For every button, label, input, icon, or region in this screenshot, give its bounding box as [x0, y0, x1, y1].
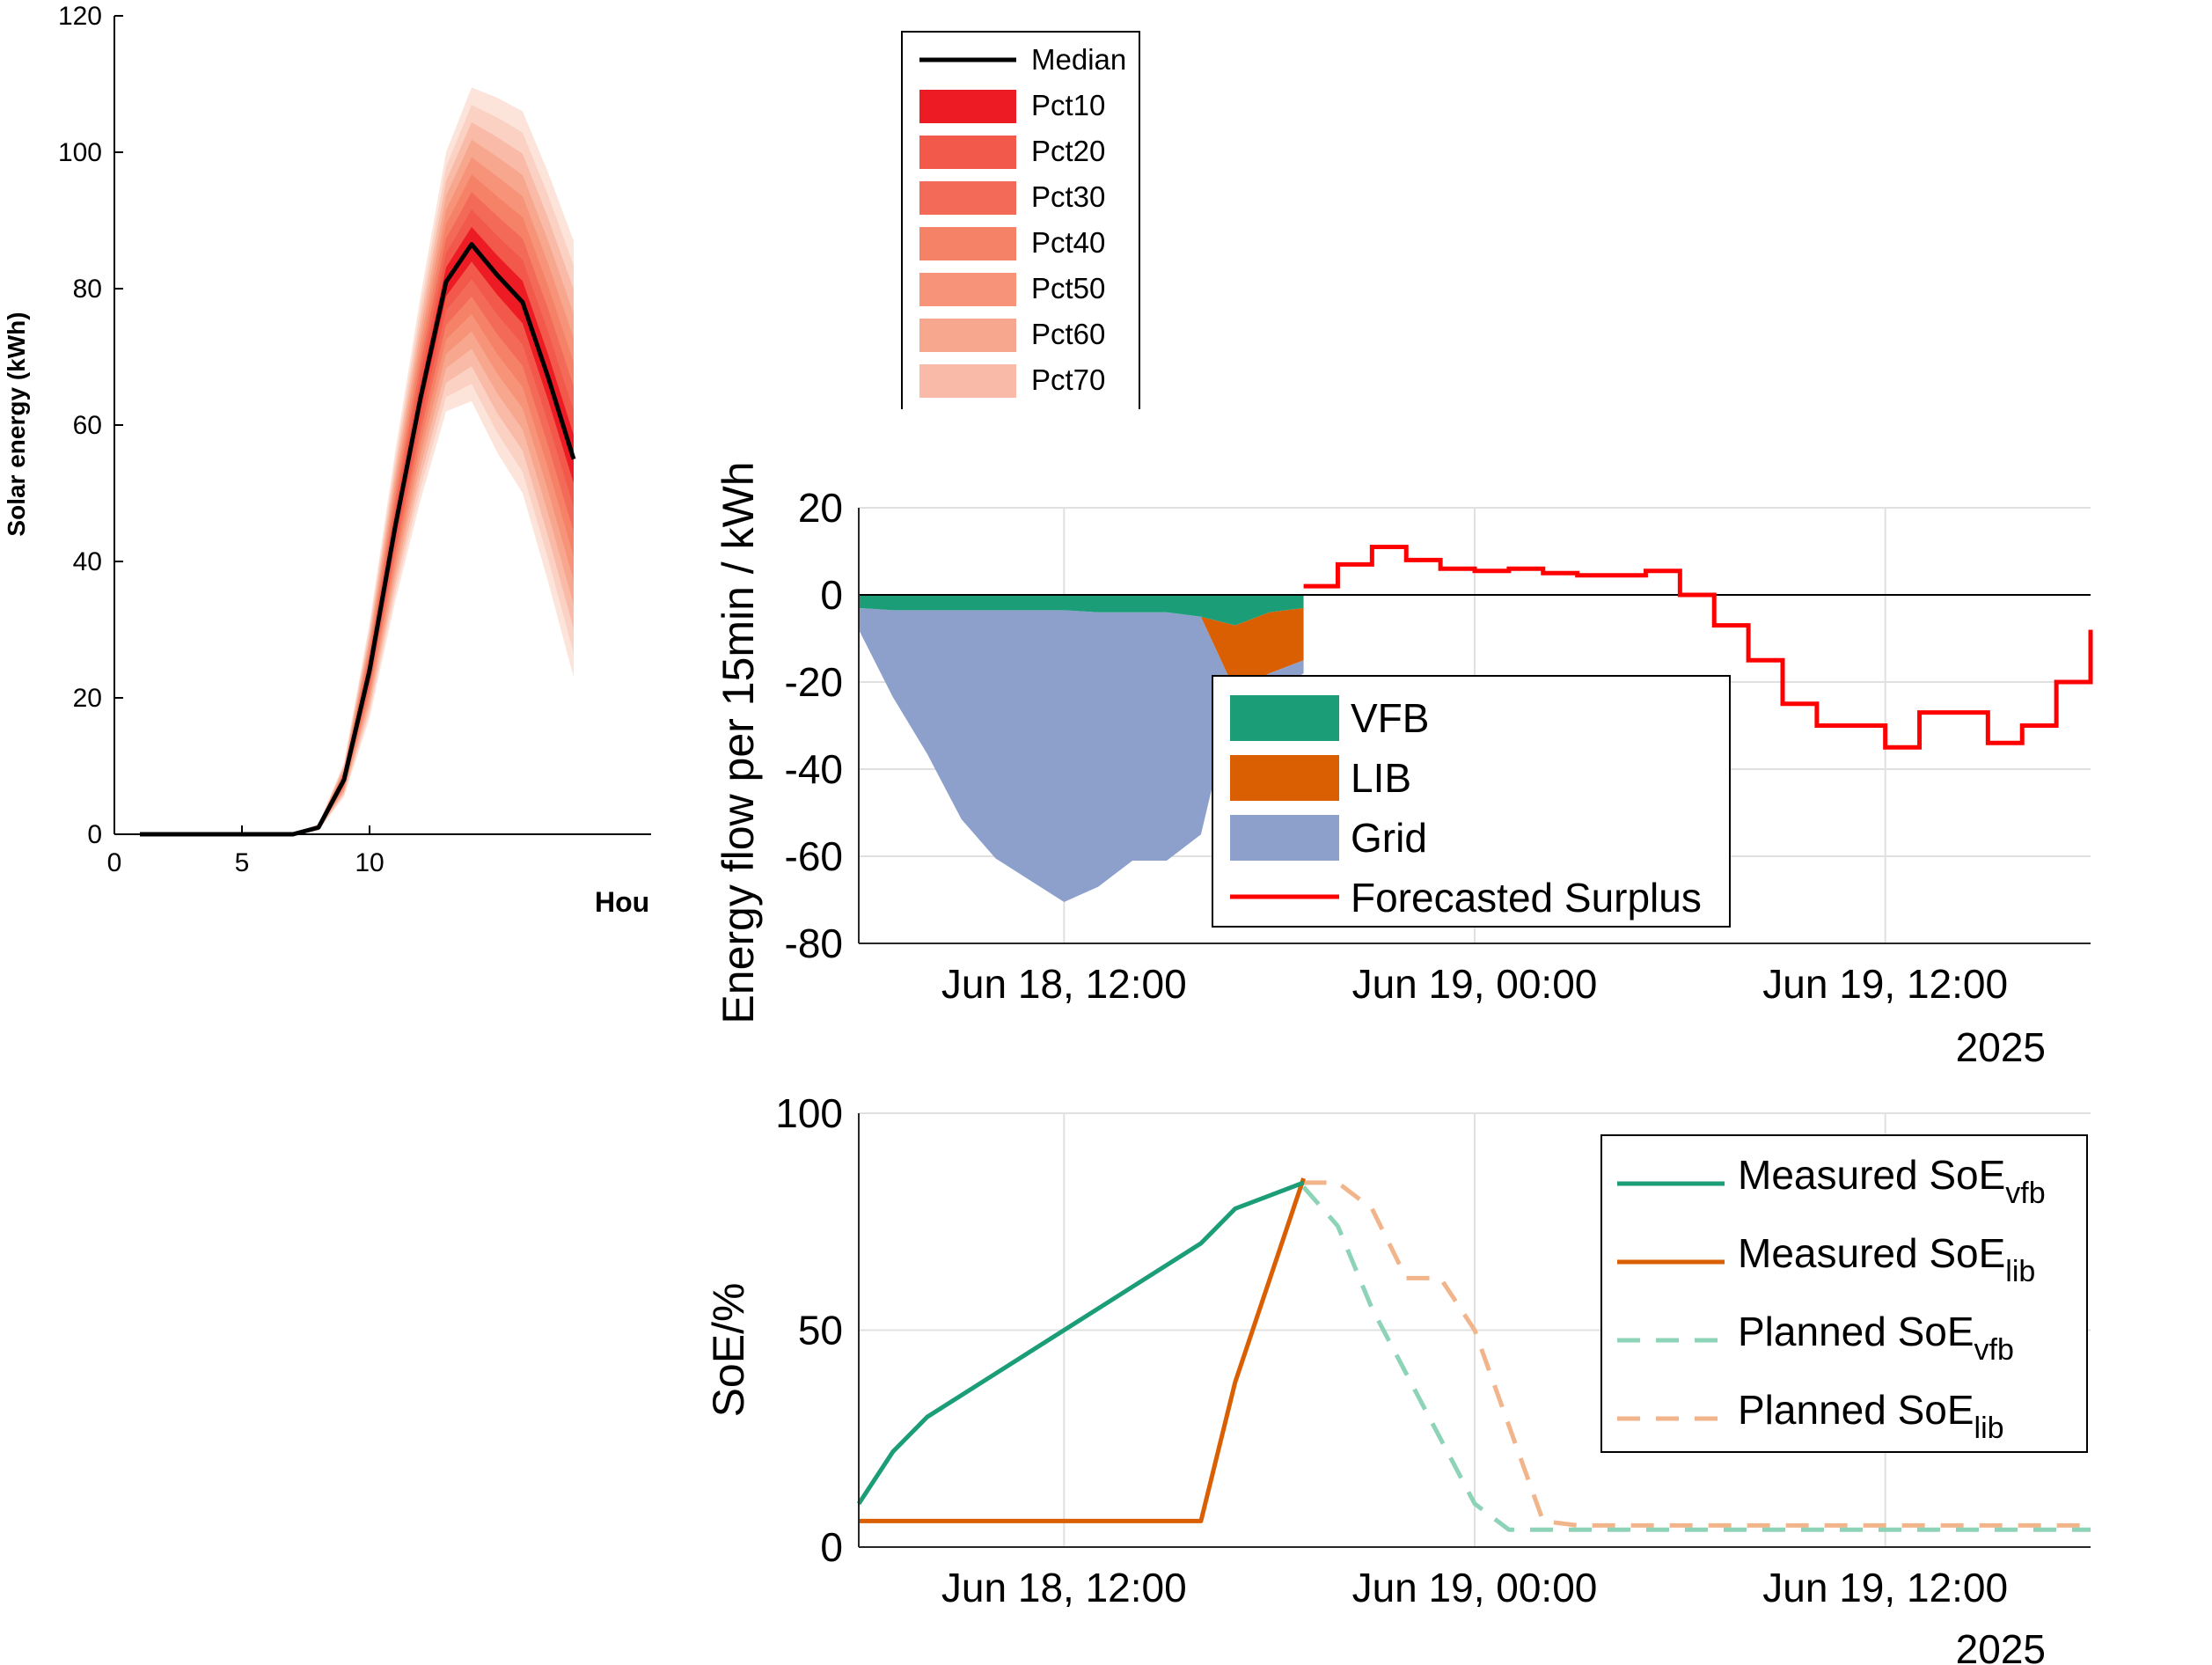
percentile-bands [140, 87, 574, 835]
legend-label: Grid [1351, 815, 1427, 861]
x-tick-label: Jun 18, 12:00 [941, 961, 1187, 1007]
y-tick-label: 80 [73, 275, 102, 304]
measured-soe-lib-line [859, 1177, 1306, 1523]
y-tick-label: 40 [73, 547, 102, 576]
legend-label-main: Measured SoE [1738, 1152, 2005, 1198]
planned-soe-vfb-line [1301, 1185, 2091, 1532]
forecasted-surplus-line [1303, 545, 2093, 750]
axes [858, 1113, 2091, 1548]
legend-label: Planned SoEvfb [1738, 1309, 2014, 1367]
legend-label: Forecasted Surplus [1351, 875, 1702, 921]
y-tick-label: 0 [820, 1524, 843, 1570]
legend-label: Pct30 [1031, 180, 1105, 213]
y-tick-label: 20 [73, 684, 102, 713]
y-tick-label: 50 [798, 1308, 843, 1353]
grid-area [859, 607, 1304, 902]
legend-label: Pct60 [1031, 318, 1105, 350]
y-axis-label: SoE/% [704, 1283, 753, 1418]
legend-swatch-pct20 [919, 136, 1016, 169]
y-tick-labels: 0 20 40 60 80 100 120 [58, 2, 123, 849]
legend-swatch-pct10 [919, 90, 1016, 123]
legend-entries: VFB LIB Grid Forecasted Surplus [1230, 695, 1702, 921]
legend-label-main: Measured SoE [1738, 1230, 2005, 1276]
soe-lines [856, 1177, 2091, 1532]
x-tick-label: Jun 19, 00:00 [1352, 961, 1598, 1007]
legend-swatch-grid [1230, 815, 1339, 861]
legend-swatch-lib [1230, 755, 1339, 801]
legend-swatch-pct60 [919, 319, 1016, 352]
x-tick-label: Jun 19, 00:00 [1352, 1565, 1598, 1610]
legend-label: Median [1031, 43, 1126, 76]
legend-label-subscript: lib [2005, 1255, 2035, 1288]
x-tick-labels: Jun 18, 12:00 Jun 19, 00:00 Jun 19, 12:00 [941, 1565, 2008, 1610]
y-tick-label: -20 [785, 659, 843, 705]
legend-label-main: Planned SoE [1738, 1309, 1974, 1354]
legend-label: LIB [1351, 755, 1411, 801]
legend-label: Pct70 [1031, 363, 1105, 396]
legend-label-subscript: vfb [2005, 1177, 2045, 1210]
x-tick-label: 10 [355, 848, 384, 877]
percentile-band [140, 174, 574, 834]
y-axis-label: Solar energy (kWh) [3, 312, 30, 536]
legend-label: Pct10 [1031, 89, 1105, 121]
legend-label: Pct20 [1031, 135, 1105, 167]
y-tick-label: -80 [785, 921, 843, 966]
stacked-areas [859, 595, 1304, 902]
x-tick-label: Jun 18, 12:00 [941, 1565, 1187, 1610]
y-tick-label: 100 [58, 138, 102, 167]
lib-area [859, 607, 1304, 691]
y-tick-labels: 100 50 0 [775, 1090, 843, 1570]
legend-swatch-pct70 [919, 364, 1016, 398]
y-tick-label: 100 [775, 1090, 843, 1136]
measured-soe-vfb-line [856, 1180, 1305, 1506]
y-tick-label: 0 [820, 572, 843, 618]
legend-box [1600, 1134, 2088, 1453]
legend-label: Pct40 [1031, 226, 1105, 259]
x-tick-labels: Jun 18, 12:00 Jun 19, 00:00 Jun 19, 12:00 [941, 961, 2008, 1007]
axes [858, 508, 2091, 944]
y-tick-label: 60 [73, 411, 102, 440]
x-tick-label: Jun 19, 12:00 [1762, 961, 2008, 1007]
legend-label-main: Planned SoE [1738, 1387, 1974, 1433]
soe-chart: 100 50 0 Jun 18, 12:00 Jun 19, 00:00 Jun 19,… [704, 1090, 2091, 1665]
legend-label: VFB [1351, 695, 1429, 741]
legend-label: Pct50 [1031, 272, 1105, 304]
x-tick-labels: 0 5 10 [107, 825, 385, 877]
legend-label: Measured SoEvfb [1738, 1152, 2046, 1210]
vfb-area [859, 595, 1304, 626]
x-tick-label: 5 [235, 848, 250, 877]
legend-swatch-pct30 [919, 181, 1016, 215]
energy-flow-chart: 20 0 -20 -40 -60 -80 Jun 18, 12:00 Jun 19, 00:… [714, 461, 2093, 1070]
y-tick-label: 20 [798, 485, 843, 531]
median-line [140, 242, 576, 837]
legend-energy: VFB LIB Grid Forecasted Surplus [1212, 675, 1731, 928]
y-tick-label: 120 [58, 2, 102, 31]
legend-label-subscript: lib [1974, 1412, 2004, 1445]
y-tick-labels: 20 0 -20 -40 -60 -80 [785, 485, 843, 966]
legend-swatch-vfb [1230, 695, 1339, 741]
x-tick-label: 0 [107, 848, 122, 877]
y-tick-label: -60 [785, 833, 843, 879]
x-tick-label: Jun 19, 12:00 [1762, 1565, 2008, 1610]
x-axis-label: Hou [595, 886, 649, 918]
percentile-band [140, 157, 574, 834]
y-tick-label: -40 [785, 746, 843, 792]
x-year-label: 2025 [1956, 1024, 2046, 1070]
x-year-label: 2025 [1956, 1626, 2046, 1665]
legend-label-subscript: vfb [1974, 1333, 2014, 1367]
legend-solar: Median Pct10 Pct20 Pct30 Pct40 Pct50 Pct60 Pct7… [901, 31, 1140, 423]
legend-label: Measured SoElib [1738, 1230, 2035, 1288]
y-tick-label: 0 [87, 820, 102, 849]
y-axis-label: Energy flow per 15min / kWh [714, 461, 763, 1023]
planned-soe-lib-line [1303, 1180, 2091, 1528]
legend-label: Planned SoElib [1738, 1387, 2004, 1445]
legend-entries: Median Pct10 Pct20 Pct30 Pct40 Pct50 Pct60 Pct7… [919, 43, 1126, 398]
legend-swatch-pct40 [919, 227, 1016, 260]
legend-swatch-pct50 [919, 273, 1016, 306]
